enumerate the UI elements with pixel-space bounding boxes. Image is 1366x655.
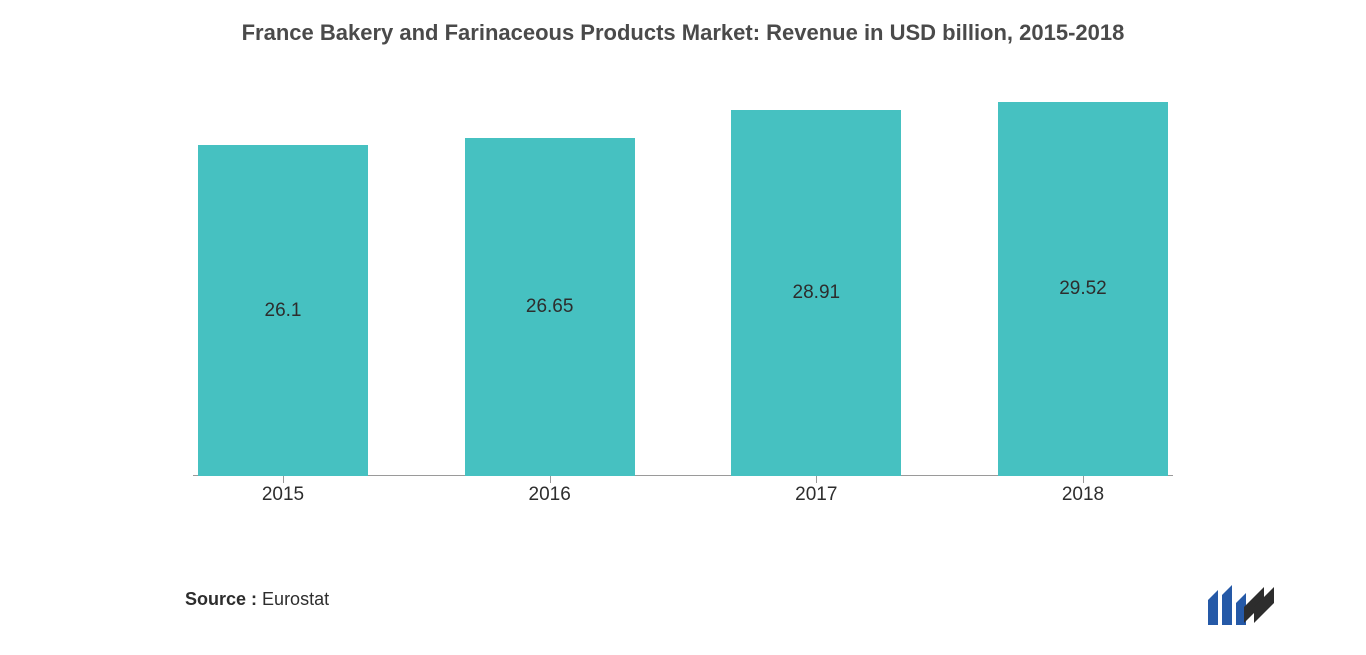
source-citation: Source : Eurostat (185, 589, 329, 610)
x-axis-tick (1083, 476, 1084, 483)
bar: 29.52 (998, 102, 1168, 476)
bar-value-label: 29.52 (1059, 278, 1107, 300)
bar-group: 26.65 (460, 138, 640, 476)
bar-group: 26.1 (193, 145, 373, 476)
x-axis-label: 2018 (993, 484, 1173, 506)
chart-container: France Bakery and Farinaceous Products M… (0, 0, 1366, 655)
plot-area: 26.1 26.65 28.91 29.52 (193, 96, 1173, 476)
bar: 26.65 (465, 138, 635, 476)
source-value: Eurostat (262, 589, 329, 609)
x-axis-label: 2017 (726, 484, 906, 506)
x-axis-tick (283, 476, 284, 483)
brand-logo (1206, 585, 1276, 625)
x-axis-label: 2015 (193, 484, 373, 506)
bar-value-label: 26.1 (265, 300, 302, 322)
bar: 28.91 (731, 110, 901, 476)
bar-group: 29.52 (993, 102, 1173, 476)
chart-title: France Bakery and Farinaceous Products M… (0, 20, 1366, 46)
bar: 26.1 (198, 145, 368, 476)
x-axis-tick (816, 476, 817, 483)
bar-value-label: 26.65 (526, 296, 574, 318)
x-axis-tick (550, 476, 551, 483)
source-label: Source : (185, 589, 257, 609)
x-axis-labels: 2015 2016 2017 2018 (193, 484, 1173, 506)
mordor-logo-icon (1206, 585, 1276, 625)
x-axis-label: 2016 (460, 484, 640, 506)
bar-group: 28.91 (726, 110, 906, 476)
bar-value-label: 28.91 (793, 282, 841, 304)
